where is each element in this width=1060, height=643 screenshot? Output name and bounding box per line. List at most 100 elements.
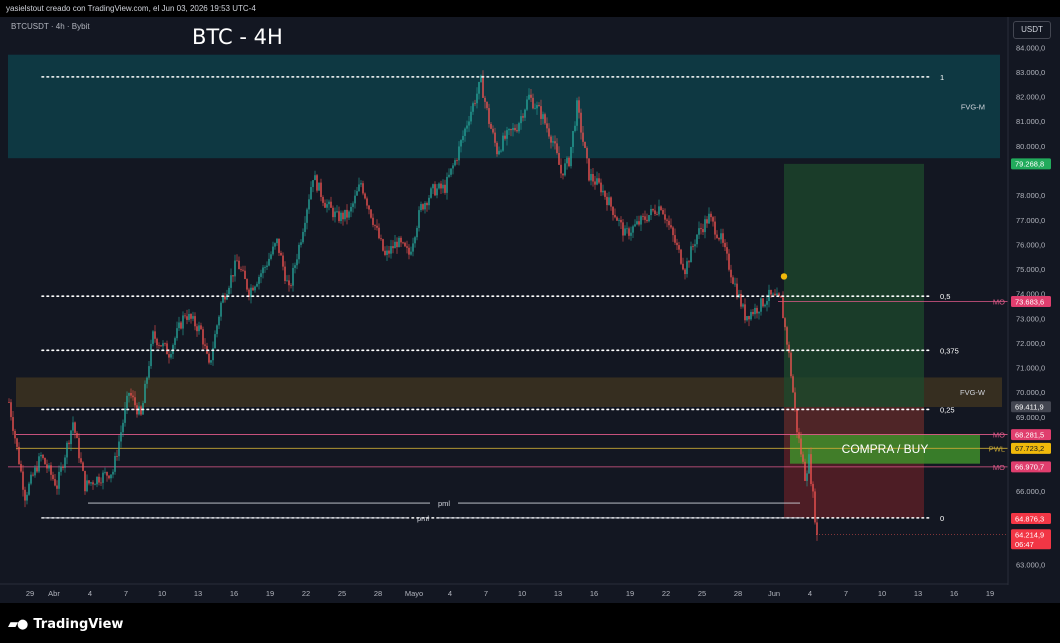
candle-body — [546, 123, 548, 129]
candle-body — [36, 467, 38, 472]
candle-body — [540, 106, 542, 119]
candle-body — [368, 205, 370, 210]
candle-body — [58, 471, 60, 489]
candle-body — [570, 146, 572, 167]
zone-buy — [790, 434, 980, 464]
price-tick-label: 82.000,0 — [1016, 93, 1045, 102]
candle-body — [34, 467, 36, 476]
candle-body — [384, 250, 386, 255]
candle-body — [530, 94, 532, 98]
candle-body — [464, 128, 466, 136]
candle-body — [364, 193, 366, 199]
currency-button[interactable]: USDT — [1013, 21, 1051, 39]
time-tick-label: Abr — [48, 589, 60, 598]
candle-body — [40, 454, 42, 457]
candle-body — [146, 377, 148, 384]
candle-body — [482, 75, 484, 98]
candle-body — [428, 197, 430, 206]
candle-body — [778, 293, 780, 296]
price-tick-label: 71.000,0 — [1016, 364, 1045, 373]
candle-body — [338, 211, 340, 222]
candle-body — [716, 234, 718, 239]
candle-body — [690, 246, 692, 263]
candle-body — [412, 243, 414, 252]
candle-body — [752, 311, 754, 315]
candle-body — [616, 217, 618, 221]
zone-target — [784, 163, 924, 449]
candle-body — [576, 100, 578, 126]
candle-body — [766, 301, 768, 305]
candle-body — [408, 247, 410, 255]
candle-body — [158, 345, 160, 346]
candle-body — [134, 397, 136, 406]
candle-body — [286, 280, 288, 282]
candle-body — [126, 395, 128, 409]
tradingview-mark-icon: ▰● — [8, 617, 28, 632]
candle-body — [598, 178, 600, 183]
candle-body — [644, 216, 646, 220]
candle-body — [396, 241, 398, 248]
candle-body — [420, 204, 422, 211]
candle-body — [84, 470, 86, 492]
candle-body — [652, 208, 654, 211]
candle-body — [424, 203, 426, 210]
pml-label-1: pml — [417, 514, 429, 523]
candle-body — [566, 157, 568, 164]
price-label-bg-6 — [1011, 512, 1051, 524]
candle-body — [352, 203, 354, 207]
attribution-bar: yasielstout creado con TradingView.com, … — [0, 0, 1060, 17]
candle-body — [694, 244, 696, 247]
time-tick-label: 16 — [230, 589, 238, 598]
candle-body — [500, 150, 502, 152]
candle-body — [786, 327, 788, 345]
price-axis — [1008, 17, 1060, 603]
candle-body — [24, 489, 26, 501]
candle-body — [284, 266, 286, 281]
candle-body — [82, 462, 84, 471]
candle-body — [42, 454, 44, 459]
candle-body — [96, 476, 98, 485]
price-label-3: 68.281,5 — [1015, 430, 1044, 439]
candle-body — [640, 216, 642, 225]
candle-body — [154, 331, 156, 339]
candle-body — [102, 472, 104, 483]
candle-body — [72, 422, 74, 431]
brand-text: TradingView — [33, 617, 124, 632]
candle-body — [722, 233, 724, 243]
candle-body — [486, 101, 488, 109]
candle-body — [452, 165, 454, 169]
candle-body — [780, 295, 782, 298]
price-label-bg-3 — [1011, 429, 1051, 441]
candle-body — [432, 184, 434, 189]
candle-body — [568, 157, 570, 167]
candle-body — [188, 313, 190, 320]
candle-body — [426, 203, 428, 206]
candle-body — [378, 227, 380, 239]
candle-body — [436, 188, 438, 196]
candle-body — [386, 250, 388, 255]
candle-body — [484, 97, 486, 102]
candle-body — [140, 406, 142, 415]
candle-body — [394, 241, 396, 249]
time-tick-label: 29 — [26, 589, 34, 598]
candle-body — [446, 176, 448, 193]
candle-body — [128, 392, 130, 396]
time-tick-label: 13 — [914, 589, 922, 598]
candle-body — [28, 483, 30, 495]
candle-body — [554, 141, 556, 144]
candle-body — [392, 246, 394, 249]
candle-body — [520, 116, 522, 124]
candle-body — [516, 130, 518, 132]
candle-body — [168, 354, 170, 358]
symbol-info: BTCUSDT · 4h · Bybit — [11, 22, 90, 31]
candle-body — [356, 191, 358, 196]
candle-body — [66, 442, 68, 458]
price-tick-label: 66.000,0 — [1016, 487, 1045, 496]
candle-body — [678, 245, 680, 250]
time-tick-label: 16 — [590, 589, 598, 598]
candle-body — [18, 446, 20, 464]
candle-body — [770, 289, 772, 295]
candle-body — [74, 422, 76, 433]
time-tick-label: 7 — [124, 589, 128, 598]
